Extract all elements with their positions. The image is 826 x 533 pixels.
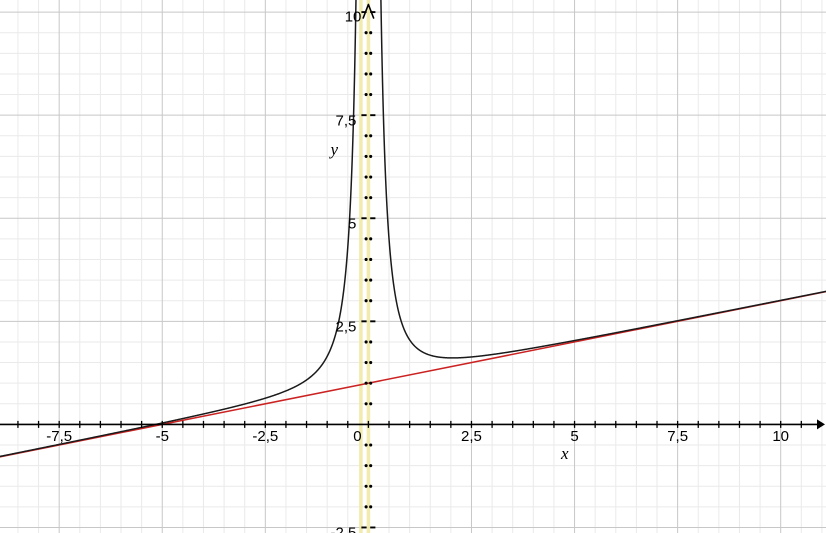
svg-text:7,5: 7,5 bbox=[336, 112, 357, 129]
svg-text:10: 10 bbox=[345, 9, 362, 26]
svg-text:-5: -5 bbox=[156, 428, 169, 445]
svg-text:x: x bbox=[560, 444, 569, 463]
svg-text:2,5: 2,5 bbox=[461, 428, 482, 445]
svg-text:5: 5 bbox=[570, 428, 578, 445]
svg-text:-2,5: -2,5 bbox=[331, 525, 357, 533]
svg-text:0: 0 bbox=[353, 428, 361, 445]
svg-text:2,5: 2,5 bbox=[336, 319, 357, 336]
svg-text:y: y bbox=[329, 140, 339, 159]
svg-text:5: 5 bbox=[348, 215, 356, 232]
svg-text:10: 10 bbox=[772, 428, 789, 445]
svg-text:-7,5: -7,5 bbox=[46, 428, 72, 445]
svg-text:7,5: 7,5 bbox=[667, 428, 688, 445]
svg-text:-2,5: -2,5 bbox=[252, 428, 278, 445]
